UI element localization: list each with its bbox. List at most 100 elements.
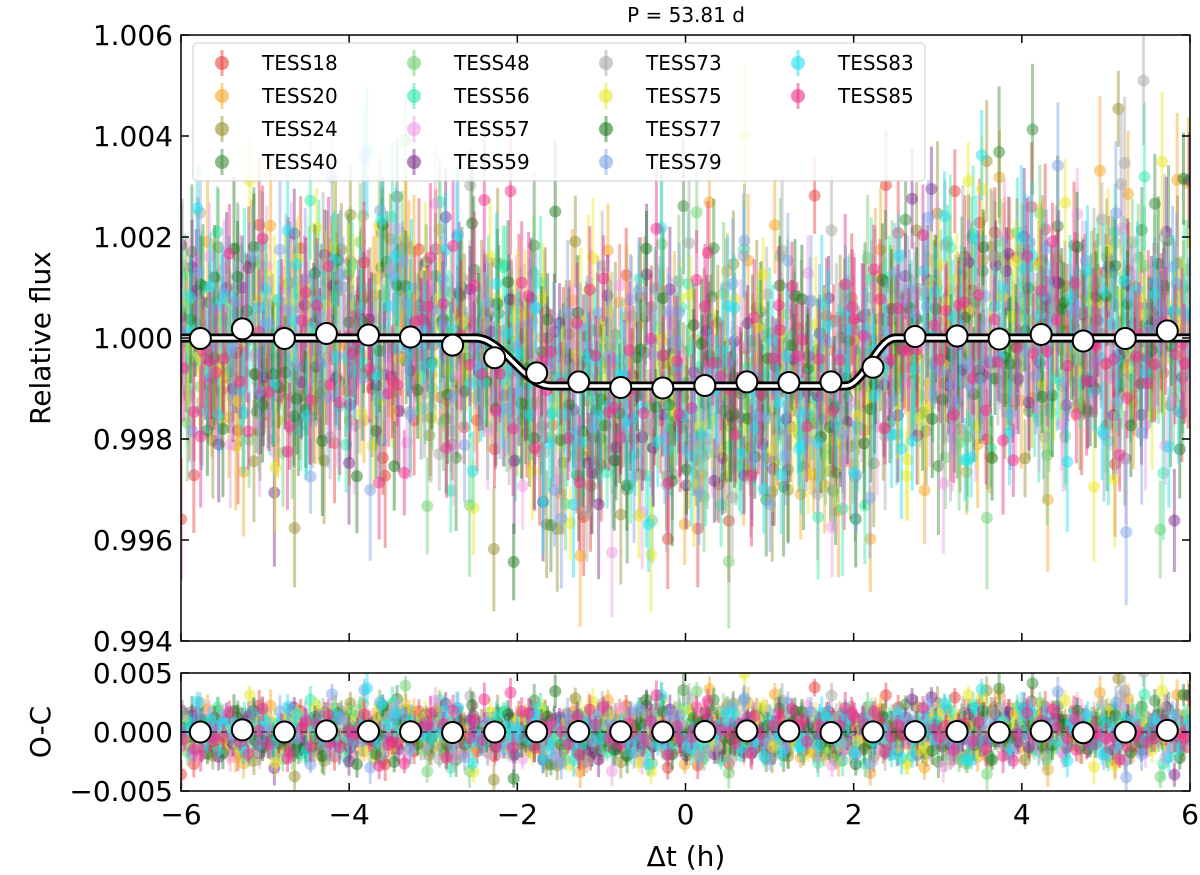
- data-point: [636, 431, 649, 444]
- data-point: [663, 283, 676, 296]
- data-point: [184, 291, 197, 304]
- data-point: [1118, 275, 1131, 288]
- data-point: [1088, 480, 1101, 493]
- data-point: [993, 146, 1006, 159]
- data-point: [264, 219, 277, 232]
- data-point: [324, 378, 337, 391]
- data-point: [1070, 364, 1083, 377]
- data-point: [234, 384, 247, 397]
- data-point: [548, 484, 561, 497]
- data-point: [924, 388, 937, 401]
- data-point: [240, 304, 253, 317]
- data-point: [508, 454, 521, 467]
- data-point: [837, 454, 850, 467]
- data-point: [343, 457, 356, 470]
- data-point: [777, 480, 790, 493]
- data-point: [358, 256, 371, 269]
- data-point: [516, 479, 529, 492]
- data-point: [471, 414, 484, 427]
- data-point: [1033, 401, 1046, 414]
- data-point: [436, 273, 449, 286]
- data-point: [997, 282, 1010, 295]
- data-point: [960, 466, 973, 479]
- data-point: [673, 292, 686, 305]
- data-point: [868, 377, 881, 390]
- data-point: [780, 350, 793, 363]
- data-point: [1027, 347, 1040, 360]
- data-point: [423, 429, 436, 442]
- data-point: [961, 357, 974, 370]
- data-point: [640, 242, 653, 255]
- data-point: [347, 365, 360, 378]
- data-point: [201, 235, 214, 248]
- data-point: [867, 457, 880, 470]
- data-point: [581, 505, 594, 518]
- data-point: [1107, 409, 1120, 422]
- data-point: [980, 404, 993, 417]
- data-point: [344, 208, 357, 221]
- data-point: [1012, 373, 1025, 386]
- data-point: [437, 416, 450, 429]
- data-point: [638, 304, 651, 317]
- data-point: [828, 434, 841, 447]
- top-scatter-layer: [181, 35, 1190, 629]
- legend-label: TESS57: [453, 117, 530, 141]
- data-point: [424, 251, 437, 264]
- data-point: [656, 408, 669, 421]
- data-point: [356, 281, 369, 294]
- data-point: [918, 484, 931, 497]
- data-point: [196, 395, 209, 408]
- data-point: [1093, 164, 1106, 177]
- data-point: [1070, 408, 1083, 421]
- data-point: [1059, 429, 1072, 442]
- data-point: [573, 476, 586, 489]
- data-point: [203, 355, 216, 368]
- data-point: [928, 319, 941, 332]
- data-point: [1138, 259, 1151, 272]
- data-point: [597, 272, 610, 285]
- data-point: [858, 437, 871, 450]
- data-point: [1022, 282, 1035, 295]
- data-point: [478, 193, 491, 206]
- data-point: [751, 321, 764, 334]
- data-point: [944, 284, 957, 297]
- data-point: [1044, 406, 1057, 419]
- data-point: [908, 363, 921, 376]
- data-point: [923, 377, 936, 390]
- data-point: [504, 185, 517, 198]
- data-point: [1033, 207, 1046, 220]
- data-point: [776, 244, 789, 257]
- data-point: [246, 250, 259, 263]
- data-point: [601, 244, 614, 257]
- data-point: [585, 466, 598, 479]
- data-point: [626, 412, 639, 425]
- data-point: [976, 265, 989, 278]
- data-point: [316, 434, 329, 447]
- data-point: [469, 341, 482, 354]
- data-point: [695, 337, 708, 350]
- data-point: [723, 440, 736, 453]
- data-point: [438, 354, 451, 367]
- data-point: [891, 409, 904, 422]
- data-point: [187, 469, 200, 482]
- data-point: [1107, 353, 1120, 366]
- legend-label: TESS73: [645, 51, 722, 75]
- data-point: [1114, 378, 1127, 391]
- data-point: [645, 548, 658, 561]
- data-point: [1026, 123, 1039, 136]
- data-point: [821, 319, 834, 332]
- data-point: [683, 237, 696, 250]
- data-point: [1127, 318, 1140, 331]
- data-point: [1181, 263, 1190, 276]
- data-point: [645, 417, 658, 430]
- data-point: [861, 252, 874, 265]
- data-point: [247, 455, 260, 468]
- data-point: [289, 276, 302, 289]
- data-point: [265, 408, 278, 421]
- data-point: [846, 301, 859, 314]
- data-point: [1018, 262, 1031, 275]
- data-point: [836, 502, 849, 515]
- data-point: [350, 470, 363, 483]
- data-point: [895, 442, 908, 455]
